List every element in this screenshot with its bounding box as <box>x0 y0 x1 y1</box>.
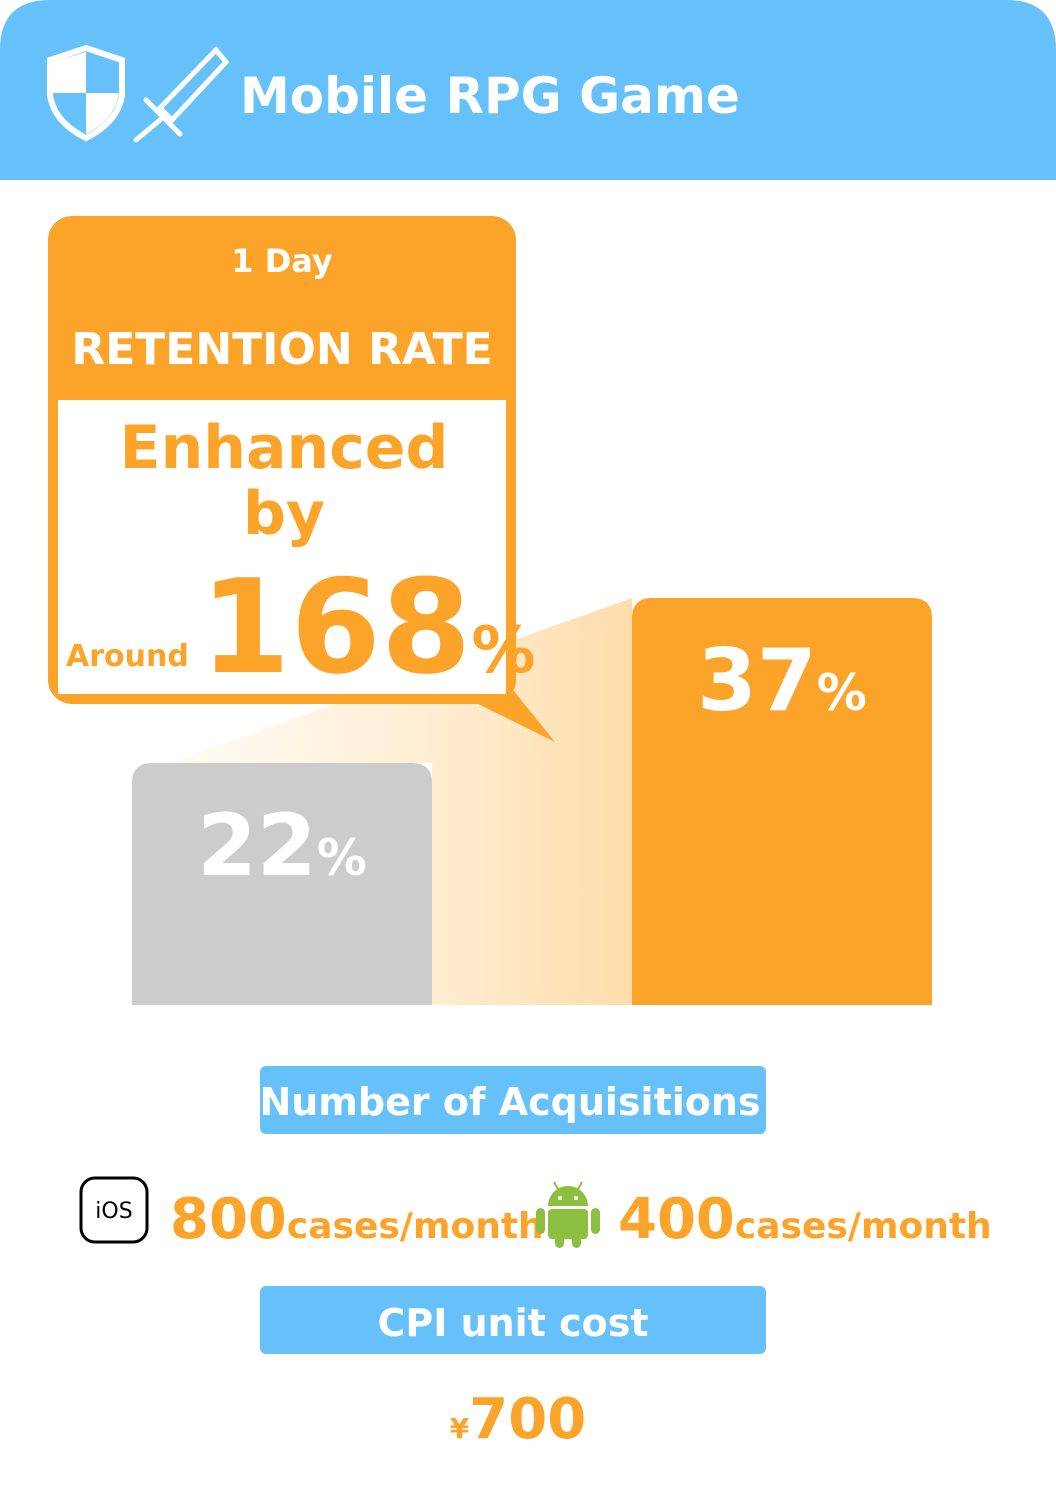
android-unit: cases/month <box>735 1206 992 1247</box>
acquisitions-label: Number of Acquisitions <box>259 1080 760 1124</box>
cpi-label: CPI unit cost <box>377 1301 648 1345</box>
around: Around <box>66 639 189 674</box>
bar <box>632 598 932 1005</box>
android-icon <box>536 1181 600 1248</box>
period: 1 Day <box>231 242 333 280</box>
title: Mobile RPG Game <box>240 67 740 125</box>
ios-count: 800 <box>170 1187 287 1252</box>
android-count: 400 <box>618 1187 735 1252</box>
cpi-badge <box>260 1286 766 1354</box>
bar-value-label: 22% <box>197 796 367 896</box>
acquisitions-badge <box>260 1066 766 1134</box>
increase: 168% <box>200 551 536 703</box>
ios-acquisitions: 800cases/month <box>170 1187 544 1252</box>
ios-icon-label: iOS <box>95 1199 132 1224</box>
cpi-value: ¥700 <box>450 1387 586 1452</box>
by: by <box>243 479 325 549</box>
header-banner <box>0 0 1056 180</box>
bar <box>132 763 432 1005</box>
enhanced: Enhanced <box>120 413 449 483</box>
sword-icon <box>133 46 230 143</box>
callout-inner <box>58 400 506 694</box>
bar-value-label: 37% <box>697 631 867 731</box>
shield-icon <box>47 44 125 142</box>
android-acquisitions: 400cases/month <box>618 1187 992 1252</box>
metric: RETENTION RATE <box>71 324 492 375</box>
ios-unit: cases/month <box>287 1206 544 1247</box>
ios-icon <box>79 1176 149 1244</box>
